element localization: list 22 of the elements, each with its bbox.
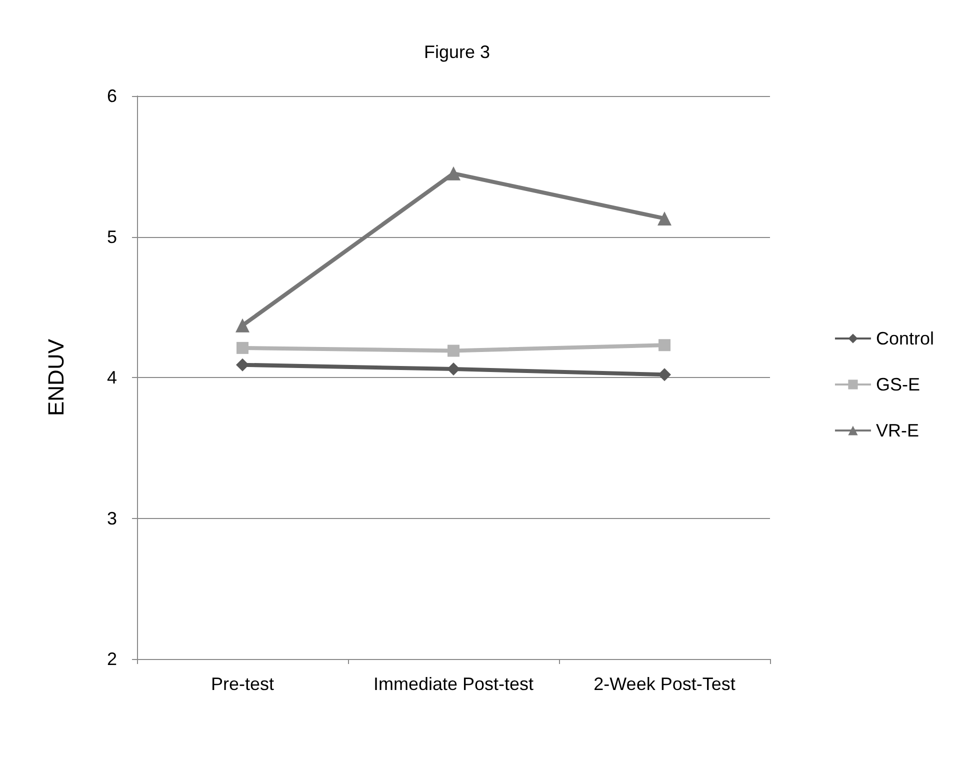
point xyxy=(236,358,249,372)
legend-label: VR-E xyxy=(876,420,919,440)
point xyxy=(658,368,671,382)
point xyxy=(446,166,460,180)
y-tick-label: 6 xyxy=(106,86,117,106)
point xyxy=(236,342,248,354)
y-tick-label: 2 xyxy=(106,649,117,669)
point xyxy=(658,211,672,226)
x-tick-label: Pre-test xyxy=(210,674,274,694)
chart-title: Figure 3 xyxy=(424,42,490,62)
y-tick-label: 4 xyxy=(106,368,117,388)
point xyxy=(658,339,670,352)
y-tick-label: 5 xyxy=(106,226,117,247)
y-tick-label: 3 xyxy=(106,508,117,528)
legend-label: Control xyxy=(876,328,934,348)
x-tick-label: 2-Week Post-Test xyxy=(594,674,736,694)
point xyxy=(447,362,460,376)
point xyxy=(236,318,250,332)
x-tick-label: Immediate Post-test xyxy=(373,674,534,694)
legend-label: GS-E xyxy=(876,374,920,394)
y-axis-title: ENDUV xyxy=(44,338,68,416)
point xyxy=(448,344,460,357)
